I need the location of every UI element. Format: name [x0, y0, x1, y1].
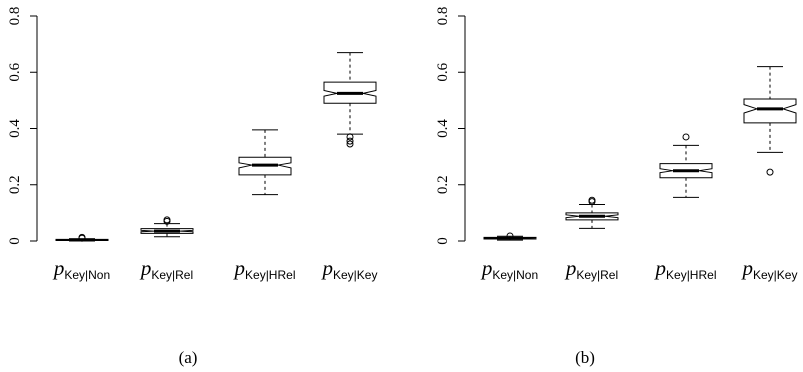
- y-tick-label: 0.4: [435, 119, 451, 138]
- box-3: [659, 133, 713, 198]
- y-tick-label: 0: [435, 237, 451, 245]
- box-1: [483, 232, 537, 241]
- category-label-symbol: p: [741, 256, 754, 280]
- y-tick-label: 0: [7, 237, 23, 245]
- box-1: [55, 233, 109, 242]
- category-label-subscript: Key|HRel: [245, 268, 295, 282]
- box-4: [323, 52, 377, 148]
- category-label-subscript: Key|Non: [492, 268, 538, 282]
- category-label-symbol: p: [654, 256, 667, 280]
- outlier-point: [682, 133, 690, 141]
- category-label-subscript: Key|Rel: [576, 268, 618, 282]
- category-label-subscript: Key|Rel: [151, 268, 193, 282]
- category-label-symbol: p: [564, 256, 577, 280]
- box-4: [743, 66, 797, 176]
- category-label: pKey|Key: [741, 256, 798, 282]
- category-label-subscript: Key|Key: [753, 268, 797, 282]
- category-label: pKey|Key: [321, 256, 378, 282]
- outlier-point: [163, 216, 171, 224]
- outlier-point: [766, 168, 774, 176]
- y-tick-label: 0.6: [435, 62, 451, 81]
- y-tick-label: 0.8: [7, 7, 23, 26]
- box-body: [140, 228, 194, 234]
- y-tick-label: 0.2: [7, 175, 23, 194]
- category-label-subscript: Key|HRel: [666, 268, 716, 282]
- category-label: pKey|HRel: [233, 256, 296, 282]
- category-label: pKey|Rel: [564, 256, 618, 282]
- outlier-point: [346, 133, 354, 141]
- box-2: [565, 196, 619, 229]
- outlier-point: [346, 137, 354, 145]
- category-label-symbol: p: [321, 256, 334, 280]
- category-label-subscript: Key|Non: [64, 268, 110, 282]
- box-body: [565, 212, 619, 221]
- outlier-point: [506, 232, 514, 240]
- category-label-symbol: p: [233, 256, 246, 280]
- box-body: [483, 236, 537, 240]
- outlier-point: [588, 196, 596, 204]
- y-tick-label: 0.2: [435, 175, 451, 194]
- y-tick-label: 0.8: [435, 7, 451, 26]
- category-label-symbol: p: [52, 256, 65, 280]
- box-body: [743, 98, 797, 124]
- panel-caption: (b): [575, 348, 595, 367]
- box-3: [238, 129, 292, 196]
- y-tick-label: 0.4: [7, 119, 23, 138]
- box-2: [140, 216, 194, 238]
- category-label-symbol: p: [139, 256, 152, 280]
- outlier-point: [78, 233, 86, 241]
- category-label: pKey|HRel: [654, 256, 717, 282]
- category-label-symbol: p: [480, 256, 493, 280]
- box-body: [659, 163, 713, 179]
- box-body: [323, 81, 377, 104]
- category-label: pKey|Rel: [139, 256, 193, 282]
- panel-caption: (a): [179, 348, 198, 367]
- box-body: [55, 238, 109, 241]
- category-label: pKey|Non: [52, 256, 110, 282]
- category-label-subscript: Key|Key: [333, 268, 377, 282]
- y-tick-label: 0.6: [7, 62, 23, 81]
- category-label: pKey|Non: [480, 256, 538, 282]
- outlier-point: [346, 140, 354, 148]
- box-body: [238, 156, 292, 176]
